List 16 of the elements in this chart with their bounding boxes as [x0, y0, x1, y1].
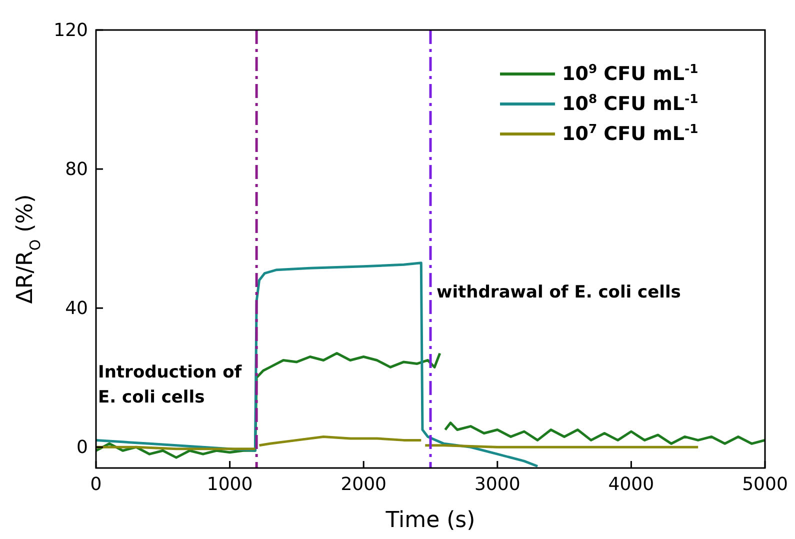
x-tick-label: 4000 — [608, 474, 654, 495]
y-tick-label: 0 — [76, 437, 88, 458]
x-tick-label: 3000 — [474, 474, 520, 495]
x-tick-label: 2000 — [340, 474, 387, 495]
y-tick-label: 80 — [65, 159, 88, 180]
ref-line-label: withdrawal of E. coli cells — [436, 282, 681, 303]
ref-line-label: Introduction of E. coli cells — [98, 362, 242, 408]
x-tick-label: 0 — [90, 474, 102, 495]
x-tick-label: 1000 — [206, 474, 253, 495]
y-tick-label: 120 — [54, 20, 88, 41]
x-axis-title: Time (s) — [384, 508, 476, 533]
x-tick-label: 5000 — [742, 474, 788, 495]
legend-label: 10$^{9}$ CFU mL$^{-1}$ — [562, 62, 698, 85]
legend-label: 10$^{7}$ CFU mL$^{-1}$ — [562, 122, 698, 145]
y-tick-label: 40 — [65, 298, 88, 320]
legend-label: 10$^{8}$ CFU mL$^{-1}$ — [562, 92, 698, 115]
